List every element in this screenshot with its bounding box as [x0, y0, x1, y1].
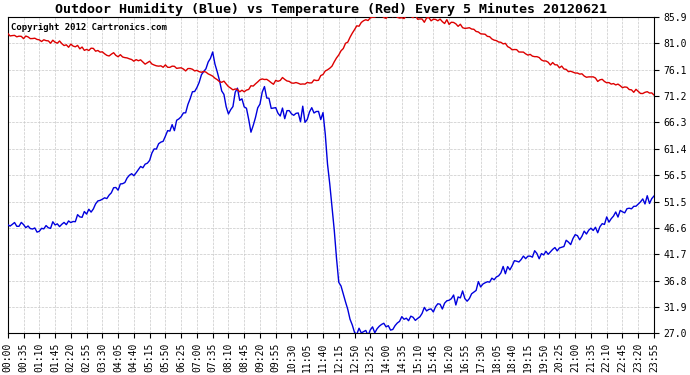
- Text: Copyright 2012 Cartronics.com: Copyright 2012 Cartronics.com: [11, 23, 167, 32]
- Title: Outdoor Humidity (Blue) vs Temperature (Red) Every 5 Minutes 20120621: Outdoor Humidity (Blue) vs Temperature (…: [55, 3, 607, 16]
